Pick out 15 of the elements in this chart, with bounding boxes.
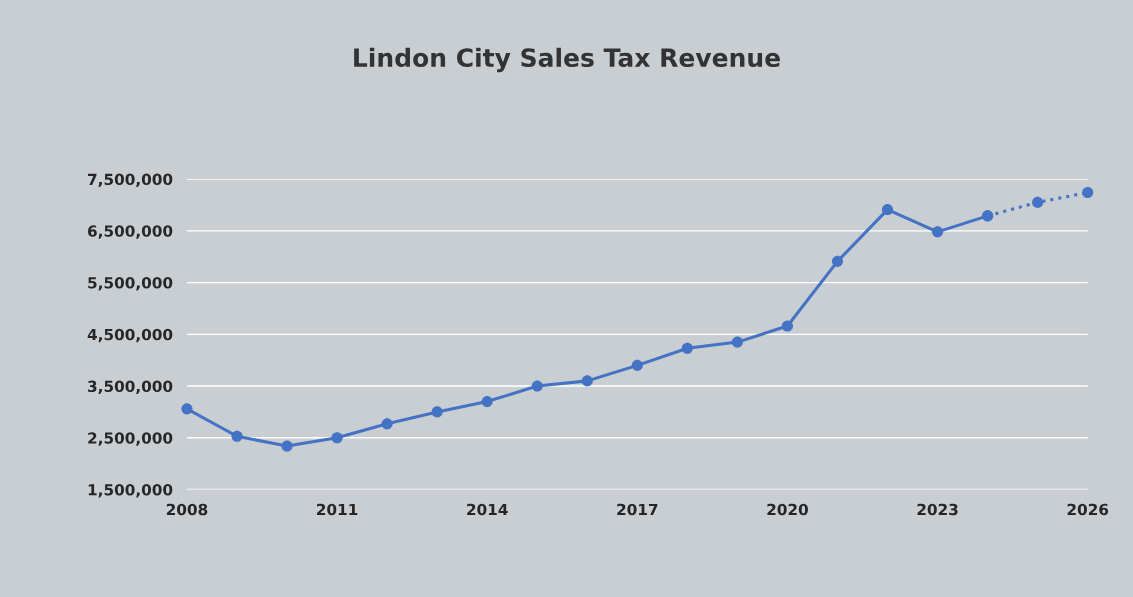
y-tick-label: 3,500,000 xyxy=(88,380,173,395)
chart-title: Lindon City Sales Tax Revenue xyxy=(354,47,780,73)
x-tick-label: 2017 xyxy=(617,503,658,516)
y-tick-label: 5,500,000 xyxy=(88,277,173,291)
x-tick-label: 2026 xyxy=(1067,503,1109,516)
x-tick-label: 2011 xyxy=(317,503,358,516)
x-tick-label: 2020 xyxy=(767,503,808,516)
y-tick-label: 7,500,000 xyxy=(88,173,173,188)
x-tick-label: 2008 xyxy=(166,503,208,516)
y-tick-label: 2,500,000 xyxy=(88,432,173,446)
y-tick-label: 4,500,000 xyxy=(87,328,173,343)
y-tick-label: 1,500,000 xyxy=(88,484,173,498)
x-tick-label: 2023 xyxy=(917,503,958,516)
x-tick-label: 2014 xyxy=(467,503,508,516)
y-tick-label: 6,500,000 xyxy=(87,225,173,239)
